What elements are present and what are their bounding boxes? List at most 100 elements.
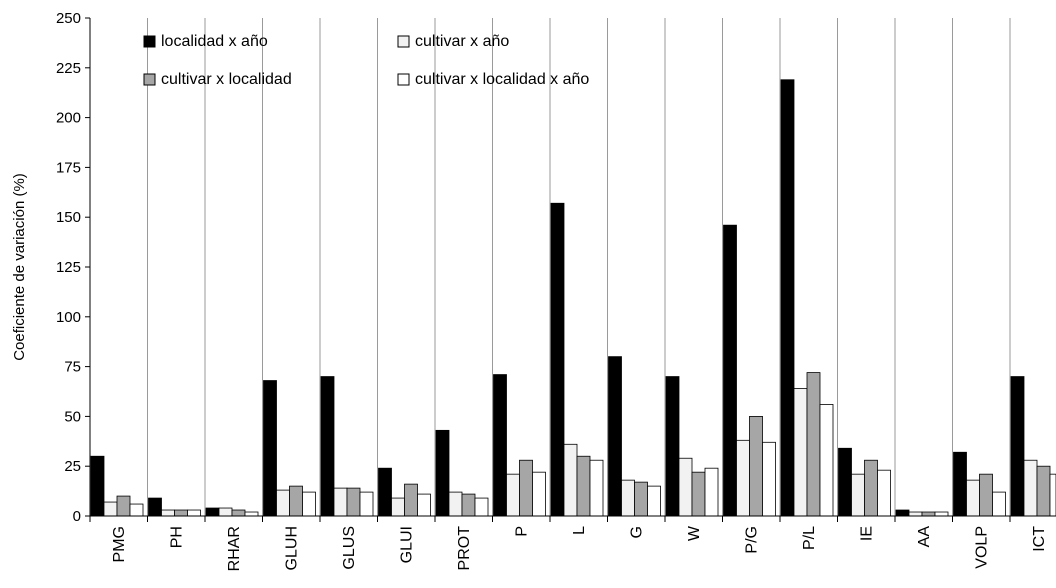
bar-4 bbox=[359, 491, 374, 517]
x-tick-label: GLUH bbox=[283, 526, 300, 570]
bar-1 bbox=[953, 451, 967, 517]
y-tick-label: 225 bbox=[56, 60, 81, 77]
bar-1 bbox=[205, 507, 220, 517]
bar-2 bbox=[563, 443, 578, 517]
bar-3 bbox=[691, 471, 706, 517]
bar-2 bbox=[793, 388, 808, 517]
bar-2 bbox=[736, 439, 750, 517]
bar-3 bbox=[576, 455, 591, 517]
legend-swatch bbox=[143, 73, 156, 86]
bar-2 bbox=[391, 497, 405, 517]
bar-2 bbox=[851, 473, 865, 517]
x-tick-label: RHAR bbox=[226, 526, 243, 571]
y-tick-label: 175 bbox=[56, 159, 81, 176]
bar-1 bbox=[263, 380, 277, 517]
bar-2 bbox=[966, 479, 980, 517]
x-tick-label: L bbox=[571, 526, 588, 535]
bar-4 bbox=[819, 404, 834, 517]
y-tick-label: 0 bbox=[73, 508, 81, 525]
bar-1 bbox=[895, 509, 910, 517]
bar-4 bbox=[992, 491, 1006, 517]
bar-4 bbox=[589, 459, 604, 517]
x-tick-label: VOLP bbox=[973, 526, 990, 569]
x-tick-label: AA bbox=[916, 526, 933, 548]
bar-2 bbox=[621, 479, 635, 517]
y-tick-label: 25 bbox=[64, 458, 81, 475]
bar-1 bbox=[1010, 376, 1025, 517]
bar-4 bbox=[302, 491, 316, 517]
bar-3 bbox=[289, 485, 303, 517]
bar-1 bbox=[723, 224, 737, 517]
y-tick-label: 50 bbox=[64, 408, 81, 425]
x-tick-label: G bbox=[628, 526, 645, 538]
bar-3 bbox=[404, 483, 418, 517]
bar-1 bbox=[148, 497, 162, 517]
bar-2 bbox=[506, 473, 520, 517]
y-tick-label: 250 bbox=[56, 10, 81, 27]
y-tick-label: 100 bbox=[56, 309, 81, 326]
bar-1 bbox=[838, 447, 852, 517]
bar-4 bbox=[244, 511, 259, 517]
bar-2 bbox=[678, 457, 693, 517]
x-tick-label: IE bbox=[858, 526, 875, 541]
bar-2 bbox=[161, 509, 175, 517]
x-tick-label: PMG bbox=[111, 526, 128, 562]
legend: localidad x año cultivar x año cultivar x … bbox=[143, 33, 589, 88]
bar-2 bbox=[1023, 459, 1038, 517]
bar-2 bbox=[908, 511, 923, 517]
x-tick-label: P bbox=[513, 526, 530, 537]
x-axis-ticks: PMG PH RHAR GLUH GLUS GLUI PROT P L G W P/G P/L IE AA V… bbox=[89, 516, 1048, 571]
legend-swatch bbox=[143, 35, 156, 48]
bar-2 bbox=[448, 491, 463, 517]
bar-4 bbox=[417, 493, 431, 517]
bar-1 bbox=[493, 374, 507, 517]
bar-4 bbox=[187, 509, 201, 517]
bar-2 bbox=[103, 501, 118, 517]
legend-label: localidad x año bbox=[161, 33, 268, 50]
bar-3 bbox=[749, 415, 763, 517]
bar-4 bbox=[877, 469, 891, 517]
bar-1 bbox=[780, 79, 795, 517]
x-tick-label: P/G bbox=[743, 526, 760, 554]
y-tick-label: 125 bbox=[56, 259, 81, 276]
bar-3 bbox=[634, 481, 648, 517]
bar-1 bbox=[665, 376, 680, 517]
bar-3 bbox=[519, 459, 533, 517]
bar-4 bbox=[1049, 473, 1056, 517]
bar-4 bbox=[532, 471, 546, 517]
bar-4 bbox=[704, 467, 719, 517]
bar-1 bbox=[435, 429, 450, 517]
bar-2 bbox=[333, 487, 348, 517]
bar-3 bbox=[806, 372, 821, 517]
legend-label: cultivar x año bbox=[415, 33, 509, 50]
bar-4 bbox=[647, 485, 661, 517]
legend-swatch bbox=[397, 35, 410, 48]
bar-4 bbox=[129, 503, 144, 517]
x-tick-label: W bbox=[686, 525, 703, 541]
y-tick-label: 75 bbox=[64, 359, 81, 376]
bar-marks bbox=[90, 79, 1056, 517]
bar-3 bbox=[979, 473, 993, 517]
axes bbox=[89, 18, 1056, 517]
bar-2 bbox=[218, 507, 233, 517]
bar-3 bbox=[231, 509, 246, 517]
x-tick-label: ICT bbox=[1031, 526, 1048, 552]
x-tick-label: P/L bbox=[801, 526, 818, 550]
x-tick-label: GLUS bbox=[341, 526, 358, 570]
y-tick-label: 200 bbox=[56, 110, 81, 127]
bar-3 bbox=[116, 495, 131, 517]
bar-1 bbox=[550, 202, 565, 517]
x-tick-label: PROT bbox=[456, 526, 473, 571]
legend-label: cultivar x localidad bbox=[161, 71, 292, 88]
y-axis-label: Coeficiente de variación (%) bbox=[11, 173, 28, 361]
bar-1 bbox=[320, 376, 335, 517]
bar-3 bbox=[346, 487, 361, 517]
bar-3 bbox=[921, 511, 936, 517]
x-tick-label: GLUI bbox=[398, 526, 415, 563]
x-tick-label: PH bbox=[168, 526, 185, 548]
bar-1 bbox=[378, 467, 392, 517]
bar-1 bbox=[90, 455, 105, 517]
bar-4 bbox=[762, 441, 776, 517]
legend-swatch bbox=[397, 73, 410, 86]
